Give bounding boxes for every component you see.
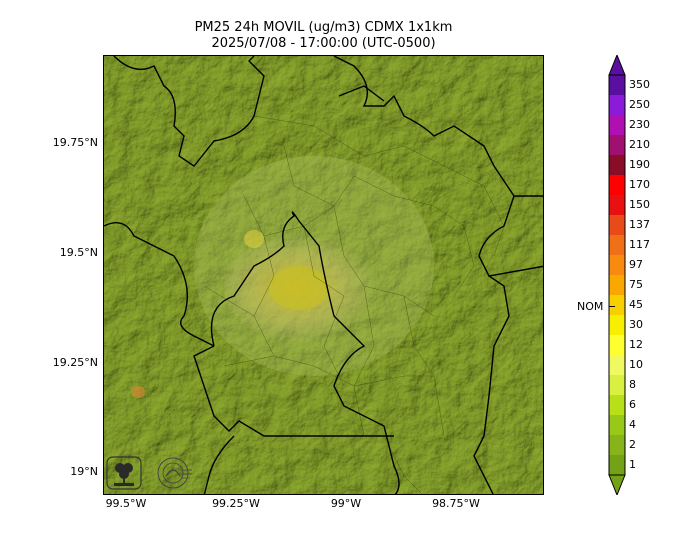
colorbar-segment [609, 195, 625, 216]
colorbar-segment [609, 155, 625, 176]
state-boundaries [104, 56, 543, 494]
colorbar-label: 45 [629, 298, 643, 311]
colorbar-label: 75 [629, 278, 643, 291]
colorbar-segment [609, 115, 625, 136]
colorbar [608, 55, 626, 495]
pollution-core [269, 266, 329, 310]
colorbar-label: 6 [629, 398, 636, 411]
colorbar-segment [609, 435, 625, 456]
colorbar-segment [609, 315, 625, 336]
colorbar-bottom-arrow [608, 474, 626, 495]
colorbar-segment [609, 235, 625, 256]
colorbar-segment [609, 375, 625, 396]
colorbar-label: 210 [629, 138, 650, 151]
colorbar-segment [609, 215, 625, 236]
lat-label: 19.75°N [52, 136, 98, 149]
colorbar-label: 12 [629, 338, 643, 351]
colorbar-label: 250 [629, 98, 650, 111]
pollution-spot-north [244, 230, 264, 248]
nom-label: NOM [577, 300, 604, 313]
lat-label: 19.5°N [59, 246, 98, 259]
colorbar-top-arrow [608, 55, 626, 76]
pm25-map[interactable] [103, 55, 544, 495]
colorbar-label: 350 [629, 78, 650, 91]
lon-label: 99°W [330, 497, 362, 510]
lon-label: 98.75°W [432, 497, 480, 510]
colorbar-segment [609, 75, 625, 96]
chart-subtitle: 2025/07/08 - 17:00:00 (UTC-0500) [211, 36, 436, 51]
colorbar-label: 1 [629, 458, 636, 471]
secretaria-logo [156, 456, 194, 494]
nom-tick [609, 306, 615, 307]
colorbar-label: 97 [629, 258, 643, 271]
lat-label: 19.25°N [52, 356, 98, 369]
sedema-logo [106, 456, 142, 494]
colorbar-label: 117 [629, 238, 650, 251]
colorbar-label: 10 [629, 358, 643, 371]
colorbar-outline [608, 74, 626, 476]
colorbar-label: 137 [629, 218, 650, 231]
colorbar-segment [609, 395, 625, 416]
colorbar-segment [609, 175, 625, 196]
lat-label: 19°N [70, 465, 98, 478]
chart-title: PM25 24h MOVIL (ug/m3) CDMX 1x1km [194, 20, 453, 35]
colorbar-segment [609, 455, 625, 476]
colorbar-segment [609, 255, 625, 276]
colorbar-label: 190 [629, 158, 650, 171]
colorbar-label: 8 [629, 378, 636, 391]
lon-label: 99.5°W [105, 497, 147, 510]
lon-label: 99.25°W [212, 497, 260, 510]
colorbar-label: 2 [629, 438, 636, 451]
colorbar-segment [609, 335, 625, 356]
colorbar-segment [609, 135, 625, 156]
colorbar-segment [609, 295, 625, 316]
colorbar-segment [609, 95, 625, 116]
colorbar-segment [609, 355, 625, 376]
municipal-boundaries [203, 115, 505, 494]
colorbar-segment [609, 275, 625, 296]
colorbar-label: 30 [629, 318, 643, 331]
colorbar-segment [609, 415, 625, 436]
colorbar-label: 4 [629, 418, 636, 431]
pollution-spot-west [131, 386, 145, 398]
colorbar-label: 170 [629, 178, 650, 191]
colorbar-label: 230 [629, 118, 650, 131]
map-canvas [104, 56, 543, 494]
colorbar-label: 150 [629, 198, 650, 211]
